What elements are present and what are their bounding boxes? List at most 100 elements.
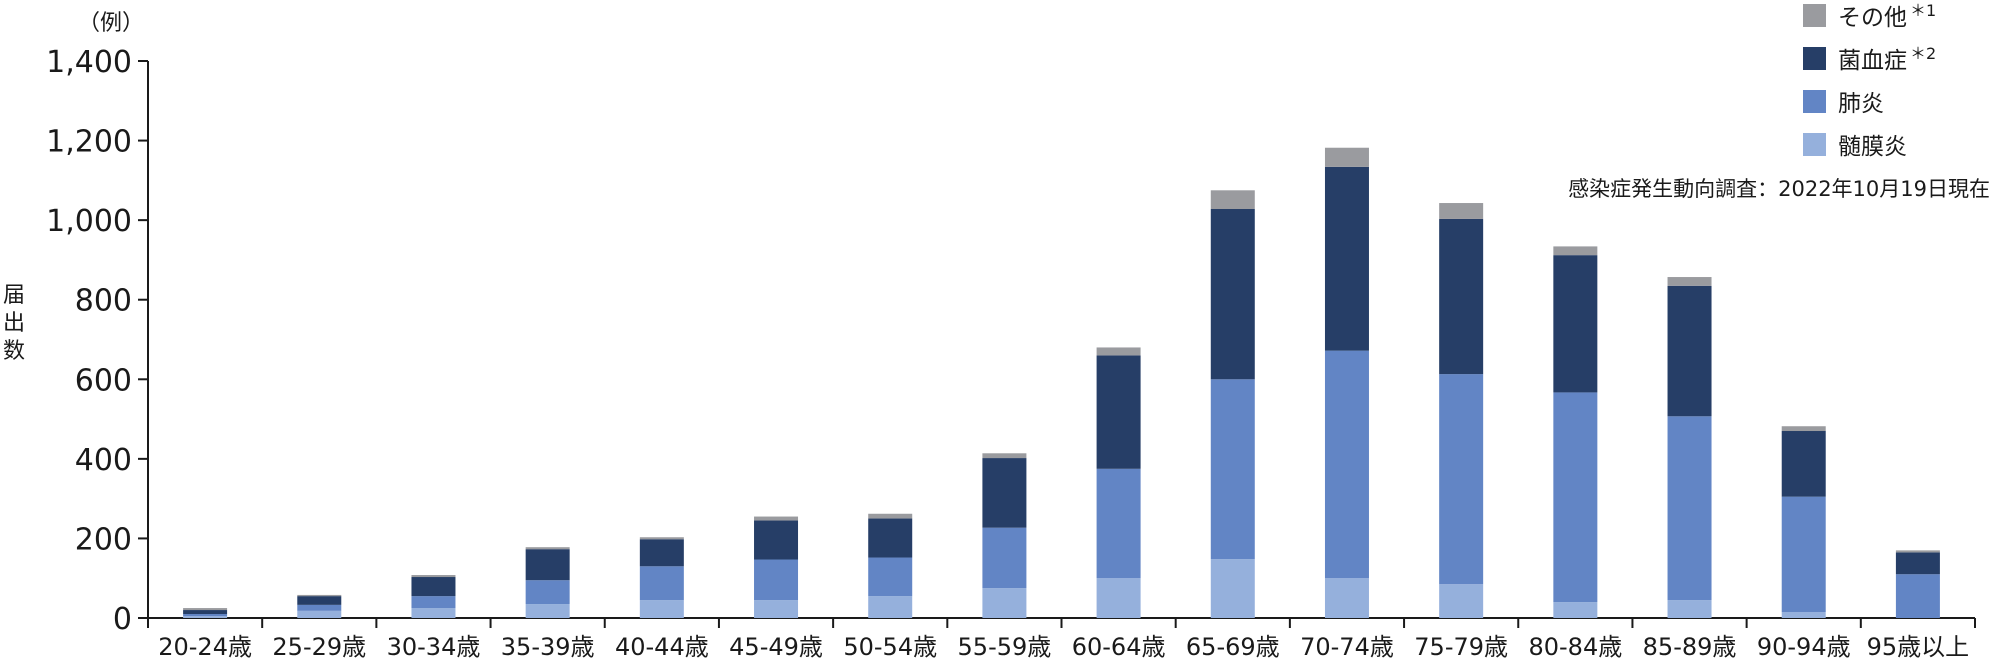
bar-segment <box>1439 203 1484 219</box>
bar-segment <box>1781 496 1826 613</box>
bar-segment <box>1553 602 1598 618</box>
bar-segment <box>982 458 1027 528</box>
bar-segment <box>1324 578 1369 618</box>
y-tick-label: 1,000 <box>46 204 132 239</box>
bar-segment <box>525 547 570 550</box>
bar-segment <box>1553 246 1598 256</box>
bar-segment <box>411 577 456 597</box>
x-category-label: 70-74歳 <box>1300 633 1394 661</box>
x-category-label: 95歳以上 <box>1867 633 1970 661</box>
bar-segment <box>1781 426 1826 432</box>
y-tick-label: 200 <box>75 522 132 557</box>
legend-label: 菌血症 <box>1838 48 1907 74</box>
bar-segment <box>754 516 799 521</box>
bar-segment <box>1781 612 1826 618</box>
legend-swatch <box>1803 4 1826 27</box>
bar-segment <box>639 600 684 618</box>
legend-swatch <box>1803 47 1826 70</box>
y-unit-label: （例） <box>78 11 144 36</box>
y-tick-label: 1,400 <box>46 45 132 80</box>
legend-footnote-mark: ＊1 <box>1910 1 1936 20</box>
x-category-label: 40-44歳 <box>615 633 709 661</box>
bar-segment <box>525 549 570 581</box>
bar-segment <box>1096 468 1141 579</box>
x-category-label: 55-59歳 <box>958 633 1052 661</box>
bar-segment <box>1553 392 1598 603</box>
bar-segment <box>297 604 342 611</box>
bar-segment <box>868 557 913 597</box>
bar-segment <box>868 596 913 618</box>
bars <box>183 147 1940 618</box>
y-tick-label: 800 <box>75 284 132 319</box>
bar-segment <box>1096 578 1141 618</box>
bar-segment <box>1439 584 1484 618</box>
bar-segment <box>1324 350 1369 579</box>
bar-segment <box>868 518 913 558</box>
x-category-label: 30-34歳 <box>387 633 481 661</box>
x-category-label: 60-64歳 <box>1072 633 1166 661</box>
bar-segment <box>1895 574 1940 618</box>
bar-segment <box>1210 379 1255 560</box>
legend-footnote-mark: ＊2 <box>1910 44 1936 63</box>
bar-segment <box>411 596 456 609</box>
bar-segment <box>183 614 228 617</box>
legend-swatch <box>1803 133 1826 156</box>
bar-segment <box>754 520 799 560</box>
y-axis-title: 届出数 <box>3 283 25 364</box>
bar-segment <box>1210 190 1255 210</box>
bar-segment <box>1553 255 1598 393</box>
x-category-label: 85-89歳 <box>1643 633 1737 661</box>
x-category-label: 45-49歳 <box>729 633 823 661</box>
x-category-label: 20-24歳 <box>158 633 252 661</box>
bar-segment <box>1667 416 1712 601</box>
bar-segment <box>868 513 913 519</box>
legend-label: 肺炎 <box>1838 91 1884 117</box>
legend-label: その他 <box>1838 5 1907 31</box>
bar-segment <box>1667 277 1712 286</box>
x-category-label: 90-94歳 <box>1757 633 1851 661</box>
bar-segment <box>1439 218 1484 375</box>
x-category-label: 35-39歳 <box>501 633 595 661</box>
bar-segment <box>297 610 342 618</box>
bar-segment <box>1210 209 1255 380</box>
x-category-label: 80-84歳 <box>1528 633 1622 661</box>
y-tick-label: 1,200 <box>46 125 132 160</box>
bar-segment <box>183 610 228 615</box>
bar-segment <box>1439 374 1484 585</box>
bar-segment <box>525 604 570 618</box>
bar-segment <box>411 575 456 578</box>
bar-segment <box>982 527 1027 589</box>
bar-segment <box>1895 550 1940 553</box>
y-tick-label: 0 <box>113 602 132 637</box>
bar-segment <box>982 588 1027 618</box>
x-axis: 20-24歳 25-29歳 30-34歳 35-39歳 40-44歳 45-49歳 50-5… <box>147 617 1976 661</box>
bar-segment <box>411 608 456 618</box>
x-category-label: 50-54歳 <box>843 633 937 661</box>
legend-swatch <box>1803 90 1826 113</box>
bar-segment <box>1667 600 1712 618</box>
x-category-label: 65-69歳 <box>1186 633 1280 661</box>
y-axis-title-char: 数 <box>3 339 25 364</box>
bar-segment <box>1667 285 1712 417</box>
bar-segment <box>639 539 684 567</box>
y-axis: 0 200 400 600 800 1,000 1,200 1,400 <box>46 45 149 637</box>
y-tick-label: 600 <box>75 363 132 398</box>
bar-segment <box>1781 431 1826 497</box>
bar-segment <box>297 594 342 597</box>
bar-segment <box>183 608 228 611</box>
bar-segment <box>1895 552 1940 575</box>
y-tick-label: 400 <box>75 443 132 478</box>
bar-segment <box>1210 559 1255 618</box>
bar-segment <box>183 616 228 618</box>
bar-segment <box>297 596 342 605</box>
bar-segment <box>639 566 684 601</box>
bar-segment <box>754 559 799 601</box>
y-axis-title-char: 出 <box>3 311 25 336</box>
bar-segment <box>1324 166 1369 351</box>
data-source-note: 感染症発生動向調査：2022年10月19日現在 <box>1568 177 1990 201</box>
legend-label: 髄膜炎 <box>1838 134 1907 160</box>
bar-segment <box>982 453 1027 459</box>
bar-segment <box>1096 355 1141 469</box>
